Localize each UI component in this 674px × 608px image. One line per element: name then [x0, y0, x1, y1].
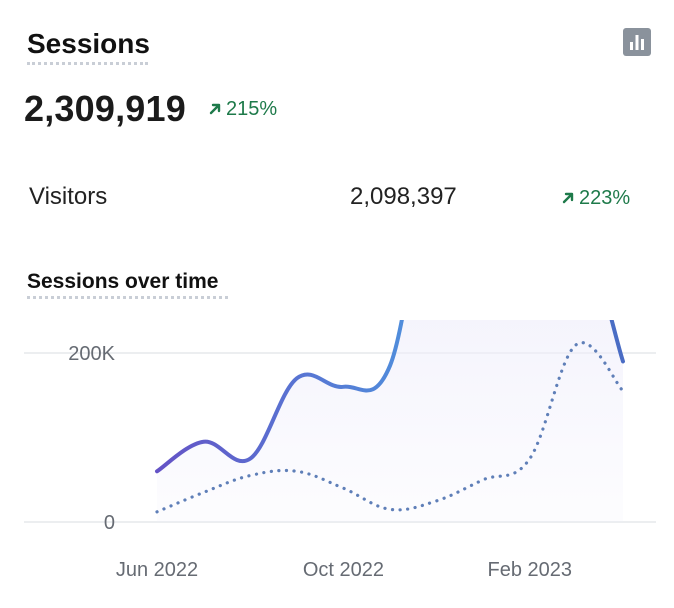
- sessions-change-value: 215%: [226, 98, 278, 120]
- chart-toggle-button[interactable]: [623, 28, 651, 56]
- y-tick-label: 200K: [68, 343, 115, 365]
- visitors-change: 223%: [561, 186, 630, 210]
- x-tick-label: Feb 2023: [488, 559, 573, 581]
- arrow-up-right-icon: [562, 192, 574, 204]
- visitors-row: Visitors 2,098,397 223%: [0, 180, 674, 216]
- chart-title-underline: [27, 296, 228, 299]
- visitors-change-value: 223%: [579, 187, 631, 209]
- page-title: Sessions: [27, 28, 150, 59]
- visitors-label: Visitors: [29, 183, 108, 210]
- x-tick-label: Oct 2022: [303, 559, 384, 581]
- comparison-series-line: [155, 341, 625, 514]
- visitors-value: 2,098,397: [350, 183, 457, 210]
- title-underline: [27, 62, 148, 65]
- sessions-series-line: [155, 320, 625, 474]
- sessions-change: 215%: [208, 97, 277, 121]
- y-tick-label: 0: [104, 512, 115, 534]
- sessions-area: [157, 320, 623, 522]
- chart-title: Sessions over time: [27, 270, 219, 293]
- x-tick-label: Jun 2022: [116, 559, 198, 581]
- sessions-total: 2,309,919: [24, 88, 186, 129]
- bar-chart-icon: [630, 35, 644, 50]
- arrow-up-right-icon: [209, 103, 221, 115]
